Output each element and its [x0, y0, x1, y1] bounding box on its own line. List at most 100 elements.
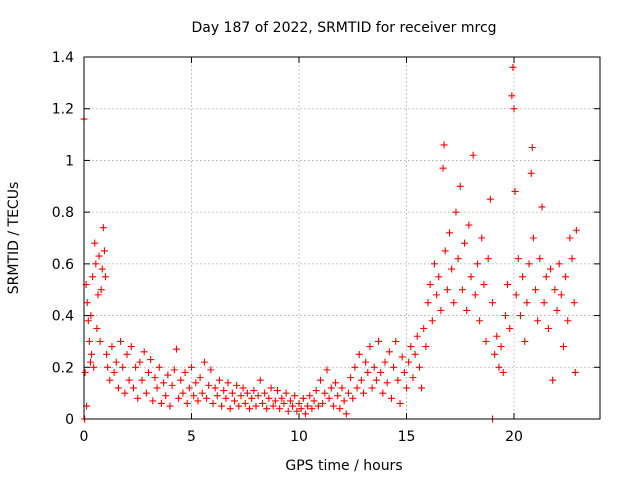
data-point — [568, 255, 576, 263]
data-point — [409, 374, 417, 382]
data-point — [413, 332, 421, 340]
data-point — [439, 164, 447, 172]
data-point — [241, 399, 249, 407]
data-point — [119, 363, 127, 371]
data-point — [400, 368, 408, 376]
data-point — [570, 299, 578, 307]
data-point — [252, 402, 260, 410]
data-point — [525, 260, 533, 268]
data-point — [491, 350, 499, 358]
data-point — [89, 273, 97, 281]
data-point — [231, 397, 238, 405]
data-point — [366, 343, 374, 351]
data-point — [306, 392, 314, 400]
data-point — [99, 224, 107, 232]
data-point — [175, 394, 183, 402]
data-point — [267, 384, 275, 392]
data-point — [338, 384, 346, 392]
data-point — [192, 379, 200, 387]
data-point — [441, 247, 449, 255]
data-point — [519, 273, 527, 281]
data-point — [375, 337, 383, 345]
data-point — [177, 376, 185, 384]
data-point — [314, 402, 322, 410]
y-tick-label: 1.4 — [52, 50, 74, 66]
data-point — [508, 92, 516, 100]
data-point — [426, 281, 434, 289]
data-point — [258, 399, 266, 407]
y-axis-label: SRMTID / TECUs — [6, 182, 22, 295]
data-point — [527, 169, 535, 177]
data-point — [571, 368, 579, 376]
data-point — [138, 376, 146, 384]
data-point — [509, 63, 517, 71]
data-point — [278, 394, 286, 402]
data-point — [549, 376, 557, 384]
data-point — [504, 281, 512, 289]
data-point — [129, 384, 137, 392]
data-point — [145, 368, 152, 376]
data-point — [203, 394, 211, 402]
data-point — [125, 376, 133, 384]
data-point — [353, 384, 361, 392]
data-point — [276, 405, 284, 413]
data-point — [529, 234, 537, 242]
data-point — [394, 376, 402, 384]
data-point — [93, 325, 101, 332]
data-point — [448, 265, 456, 273]
data-point — [473, 260, 481, 268]
data-point — [396, 399, 404, 407]
data-point — [312, 387, 320, 395]
data-point — [112, 358, 120, 366]
x-tick-label: 10 — [290, 429, 308, 445]
data-point — [562, 273, 570, 281]
data-point — [501, 312, 509, 320]
y-tick-label: 0.8 — [52, 205, 74, 221]
data-point — [233, 381, 241, 389]
data-point — [542, 273, 550, 281]
data-point — [297, 405, 305, 413]
data-point — [349, 394, 357, 402]
data-point — [181, 368, 189, 376]
data-point — [215, 376, 223, 384]
data-point — [157, 399, 165, 407]
data-point — [183, 399, 191, 407]
data-point — [325, 394, 333, 402]
data-point — [452, 208, 460, 216]
data-point — [506, 325, 514, 332]
data-point — [411, 350, 419, 358]
data-point — [248, 394, 256, 402]
data-point — [308, 405, 316, 413]
data-point — [84, 317, 92, 325]
data-point — [512, 291, 520, 299]
data-point — [347, 374, 355, 382]
data-point — [256, 376, 264, 384]
data-point — [495, 363, 503, 371]
data-point — [362, 358, 370, 366]
data-point — [98, 265, 106, 273]
data-point — [336, 405, 344, 413]
data-point — [547, 265, 555, 273]
data-point — [486, 195, 494, 203]
y-tick-label: 0.4 — [52, 309, 74, 325]
data-point — [213, 392, 221, 400]
data-point — [289, 402, 297, 410]
data-point — [85, 337, 93, 345]
data-point — [246, 405, 254, 413]
data-point — [458, 286, 466, 294]
data-point — [110, 368, 118, 376]
data-point — [188, 363, 195, 371]
data-point — [220, 387, 228, 395]
data-point — [482, 337, 490, 345]
data-point — [415, 363, 423, 371]
data-point — [327, 384, 335, 392]
data-point — [377, 368, 385, 376]
data-point — [104, 363, 112, 371]
data-point — [190, 392, 198, 400]
data-point — [153, 384, 161, 392]
data-point — [497, 343, 505, 351]
data-point — [319, 399, 327, 407]
y-tick-label: 0 — [65, 412, 74, 428]
data-point — [456, 182, 464, 190]
